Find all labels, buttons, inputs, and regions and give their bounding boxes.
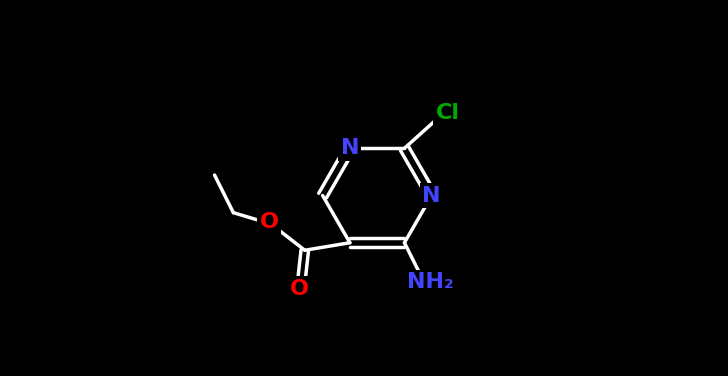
Text: NH₂: NH₂ <box>408 272 454 292</box>
Text: O: O <box>290 279 309 299</box>
Text: O: O <box>260 212 279 232</box>
Text: Cl: Cl <box>435 103 459 123</box>
Text: N: N <box>422 185 441 206</box>
Text: N: N <box>341 138 359 158</box>
